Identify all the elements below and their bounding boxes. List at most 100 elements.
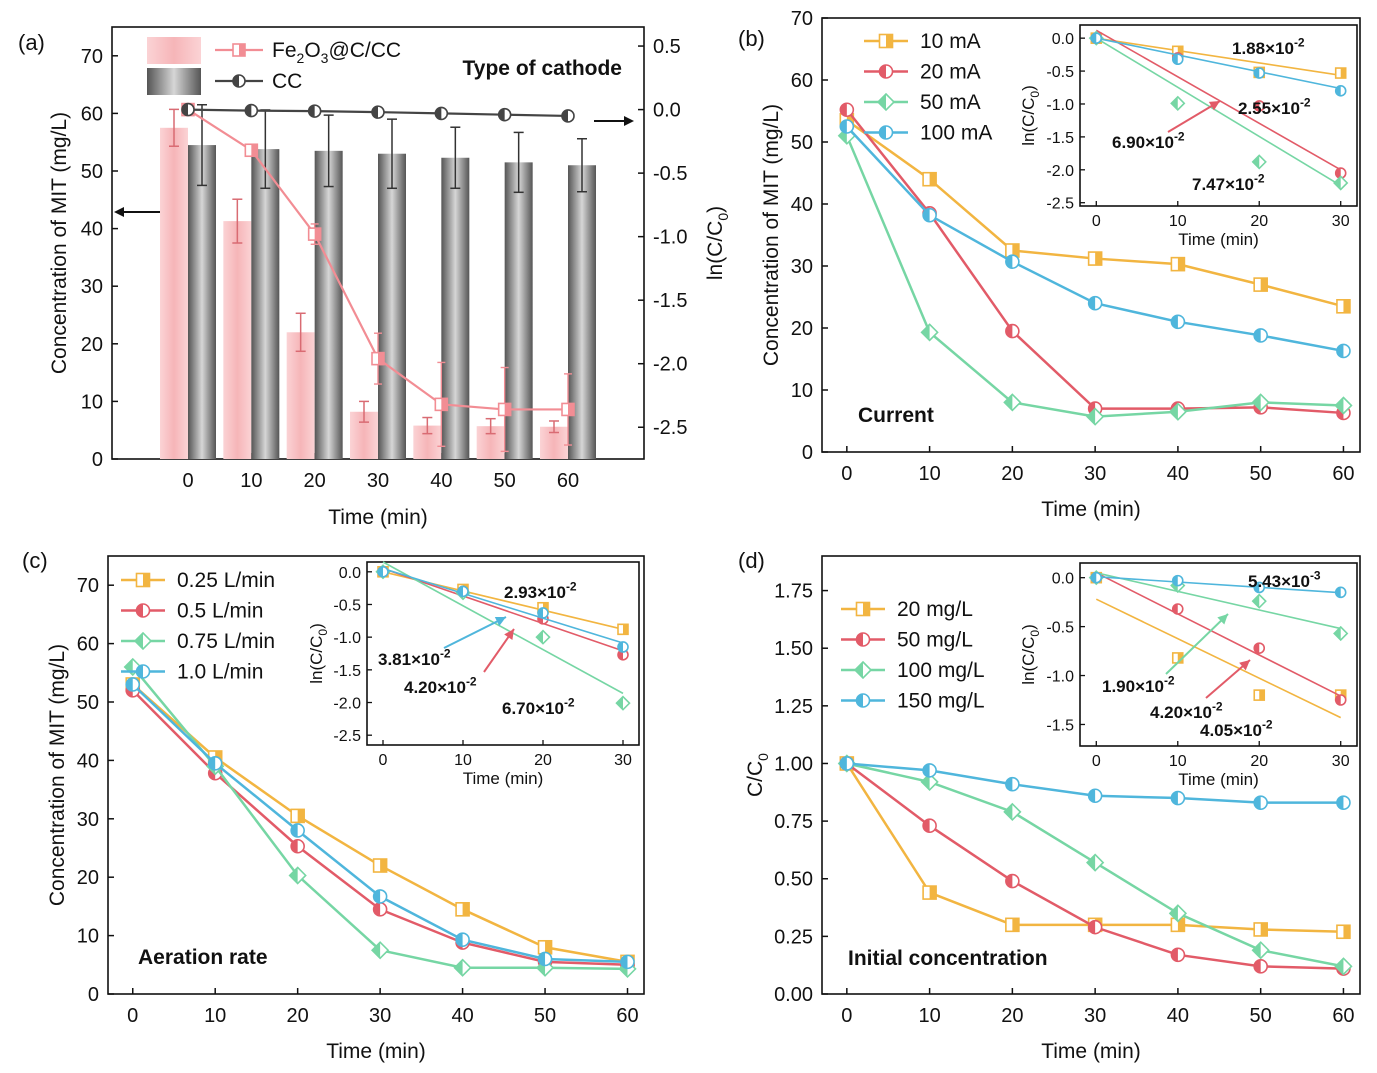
x-tick-label: 60 <box>557 470 579 492</box>
inset-fit-line <box>1095 37 1342 187</box>
marker-half <box>855 662 863 678</box>
marker-half <box>568 403 574 416</box>
marker-half <box>1254 959 1261 973</box>
inset-data-point <box>1333 625 1349 642</box>
marker-half <box>291 839 298 853</box>
data-point <box>372 889 388 904</box>
marker-half <box>1171 791 1178 805</box>
x-tick-label: 50 <box>1250 463 1272 485</box>
x-tick-label: 40 <box>1167 1005 1189 1027</box>
data-point <box>453 958 472 977</box>
panel-c-frame <box>107 555 645 995</box>
rate-arrowhead <box>494 617 506 626</box>
marker-half <box>1005 324 1013 338</box>
inset-y-tick-label: 0.0 <box>1052 571 1074 588</box>
y-axis-label: Concentration of MIT (mg/L) <box>760 104 783 366</box>
rate-constant-label: 4.05×10-2 <box>1200 717 1273 740</box>
marker-half <box>1254 328 1261 342</box>
data-point <box>1087 251 1103 266</box>
left-axis-arrowhead <box>114 207 124 217</box>
marker-half <box>454 959 463 976</box>
inset-data-point <box>1333 175 1349 191</box>
marker-half <box>840 756 847 770</box>
marker-half <box>923 763 930 777</box>
text-part: -3 <box>1310 568 1321 582</box>
marker-half <box>923 819 930 833</box>
legend-patch <box>147 68 201 95</box>
y-tick-label: 20 <box>81 334 103 356</box>
marker-half <box>239 44 245 56</box>
marker-half <box>1259 690 1265 701</box>
panel-label: (a) <box>18 30 45 55</box>
data-point <box>922 885 937 900</box>
data-point <box>1170 314 1186 330</box>
marker-half <box>233 75 239 87</box>
inset-fit-line <box>1096 575 1341 594</box>
inset-data-point <box>1171 603 1184 615</box>
inset-fit-line <box>1096 572 1341 630</box>
rate-constant-label: 1.90×10-2 <box>1102 673 1175 696</box>
bar <box>160 127 188 460</box>
inset: -2.5 -2.0 -1.5 -1.0 -0.5 0.0 0 10 20 30 Time (min)… <box>307 561 640 788</box>
marker-half <box>291 823 298 837</box>
text-part: -2 <box>1212 699 1223 713</box>
inset-data-point <box>1253 642 1266 654</box>
marker-half <box>136 604 143 617</box>
data-point <box>497 107 512 122</box>
marker-half <box>1088 920 1096 934</box>
inset-fit-line <box>1095 598 1342 719</box>
panel-label: (b) <box>738 26 765 51</box>
y-tick-label: 60 <box>77 634 99 656</box>
data-point <box>1005 917 1020 933</box>
text-part: ) <box>704 206 727 213</box>
legend-marker <box>133 631 153 651</box>
x-tick-label: 50 <box>534 1005 556 1027</box>
x-tick-label: 10 <box>918 463 940 485</box>
x-tick-label: 10 <box>204 1005 226 1027</box>
marker-half <box>1254 796 1261 810</box>
legend-marker <box>855 632 871 647</box>
legend-label: 0.75 L/min <box>177 630 275 653</box>
text-part: 6.70×10 <box>502 699 564 718</box>
marker-half <box>886 34 893 48</box>
marker-half <box>863 602 870 616</box>
inset-y-tick-label: -0.5 <box>333 597 361 614</box>
legend: 0.25 L/min 0.5 L/min 0.75 L/min 1.0 L/min <box>121 569 275 684</box>
inset-y-tick-label: 0.0 <box>1052 31 1074 48</box>
panel-annotation: Current <box>858 404 934 427</box>
marker-half <box>1172 54 1178 65</box>
text-part: 2.93×10 <box>504 583 566 602</box>
bar <box>378 153 406 459</box>
text-part: -2 <box>564 695 575 709</box>
panel-b-frame <box>821 17 1361 453</box>
inset-data-point <box>617 649 629 661</box>
rate-arrow <box>1165 613 1229 675</box>
marker-half <box>1091 572 1097 583</box>
marker-half <box>1171 948 1178 962</box>
marker-half <box>1095 252 1102 266</box>
inset-fit-line <box>1095 29 1342 171</box>
inset-y-tick-label: -2.0 <box>1046 163 1074 180</box>
text-part: -2 <box>466 674 477 688</box>
data-point <box>307 104 322 118</box>
inset-data-point <box>1334 694 1347 706</box>
text-part: ln(C/C <box>1019 637 1038 685</box>
legend-label: 10 mA <box>920 30 981 53</box>
x-tick-label: 50 <box>1250 1005 1272 1027</box>
marker-half <box>1169 403 1178 420</box>
marker-half <box>1005 255 1013 269</box>
inset-x-tick-label: 10 <box>454 752 472 769</box>
x-tick-label: 50 <box>494 470 516 492</box>
marker-half <box>1335 168 1341 179</box>
rate-constant-label: 1.88×10-2 <box>1232 35 1305 58</box>
inset-data-point <box>537 607 549 619</box>
legend-patch <box>147 37 201 64</box>
data-point <box>922 763 937 778</box>
inset-y-tick-label: -2.5 <box>333 728 361 745</box>
y2-tick-label: 0.0 <box>653 100 681 122</box>
marker-half <box>856 633 863 646</box>
marker-half <box>1087 854 1096 871</box>
inset-x-axis-label: Time (min) <box>1178 230 1259 249</box>
marker-half <box>878 94 886 110</box>
